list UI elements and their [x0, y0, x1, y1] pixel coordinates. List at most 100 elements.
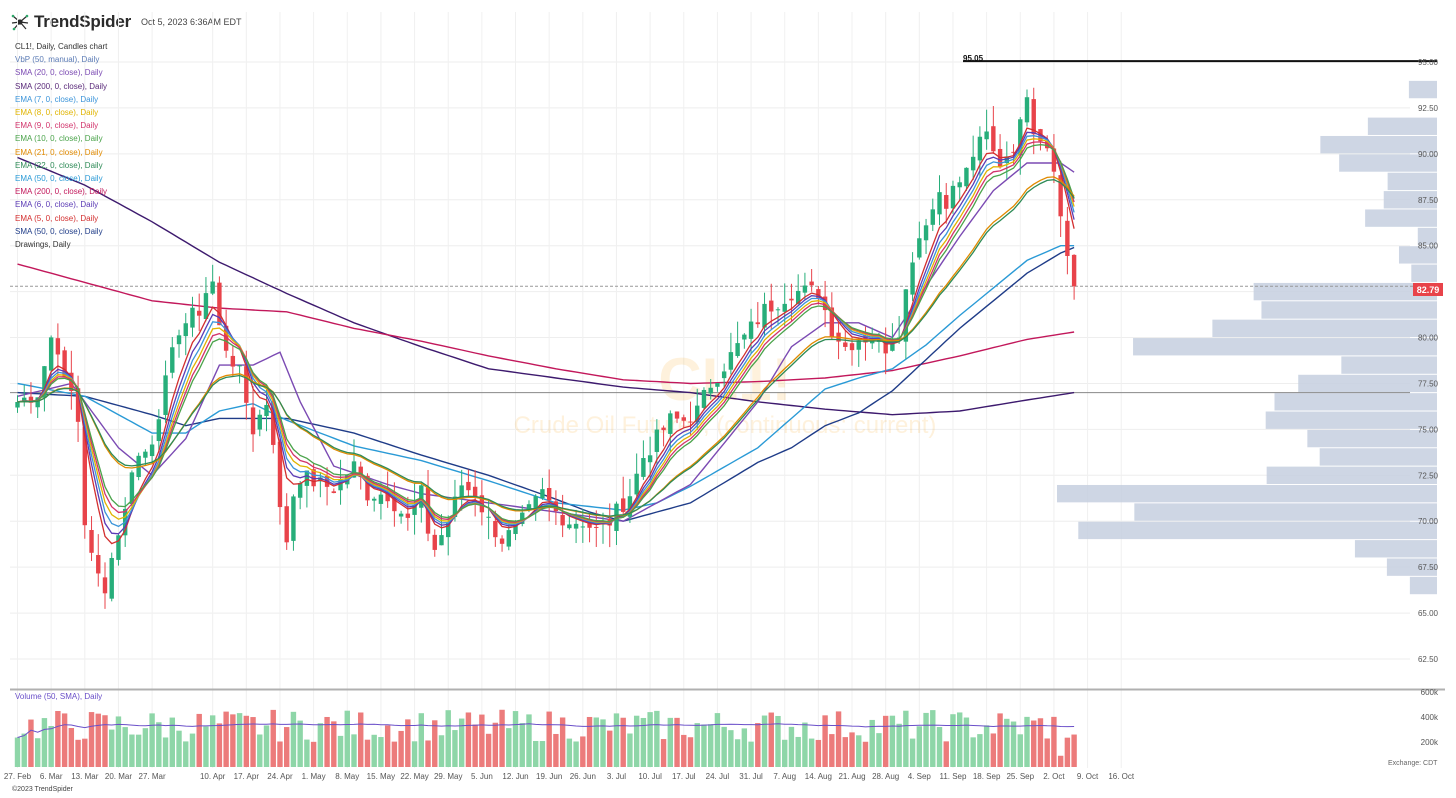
- legend-item[interactable]: EMA (7, 0, close), Daily: [15, 94, 99, 104]
- volume-bar: [930, 710, 936, 767]
- volume-bar: [1010, 721, 1017, 767]
- candle-body: [688, 421, 693, 423]
- candle-body: [28, 396, 34, 403]
- legend-item[interactable]: EMA (5, 0, close), Daily: [15, 213, 99, 223]
- volume-bar: [452, 730, 458, 767]
- candle-body: [520, 512, 525, 524]
- legend-item[interactable]: SMA (20, 0, close), Daily: [15, 68, 103, 78]
- date-tick-label: 28. Aug: [872, 772, 899, 781]
- legend-item[interactable]: EMA (10, 0, close), Daily: [15, 134, 103, 144]
- date-tick-label: 26. Jun: [570, 772, 596, 781]
- volume-bar: [654, 710, 660, 767]
- volume-bar: [317, 723, 324, 767]
- vbp-bar: [1408, 80, 1437, 99]
- date-tick-label: 29. May: [434, 772, 462, 781]
- legend-item[interactable]: EMA (21, 0, close), Daily: [15, 147, 103, 157]
- candle-body: [499, 538, 505, 544]
- legend-item[interactable]: EMA (6, 0, close), Daily: [15, 200, 99, 210]
- volume-bar: [822, 715, 828, 767]
- date-axis: 27. Feb 6. Mar 13. Mar 20. Mar 27. Mar 10. Ap…: [4, 772, 1135, 781]
- candle-body: [371, 498, 377, 501]
- date-tick-label: 25. Sep: [1006, 772, 1034, 781]
- date-tick-label: 15. May: [367, 772, 395, 781]
- volume-bar: [61, 713, 68, 767]
- volume-bar: [243, 715, 250, 767]
- copyright: ©2023 TrendSpider: [12, 786, 73, 793]
- legend-item[interactable]: EMA (50, 0, close), Daily: [15, 174, 103, 184]
- volume-bar: [667, 717, 674, 767]
- legend-item[interactable]: EMA (8, 0, close), Daily: [15, 108, 99, 118]
- legend-item[interactable]: EMA (200, 0, close), Daily: [15, 187, 108, 197]
- volume-bar: [734, 739, 741, 767]
- volume-bar: [815, 739, 822, 767]
- price-axis: 62.50 65.00 67.50 70.00 72.50 75.00 77.50 80.00…: [1418, 58, 1439, 664]
- vbp-bar: [1253, 282, 1437, 301]
- vbp-bar: [1134, 503, 1437, 521]
- candle-body: [506, 530, 511, 547]
- candle-body: [634, 473, 639, 495]
- volume-bar: [808, 738, 815, 767]
- volume-bar: [284, 727, 290, 767]
- ema-22-line: [17, 179, 1075, 517]
- volume-bar: [458, 718, 465, 767]
- candle-body: [257, 414, 262, 430]
- volume-bar: [768, 712, 774, 767]
- volume-bar: [788, 726, 795, 767]
- volume-bar: [775, 715, 781, 767]
- legend-item[interactable]: VbP (50, manual), Daily: [15, 55, 100, 65]
- date-tick-label: 1. May: [302, 772, 326, 781]
- app-header: TrendSpider Oct 5, 2023 6:36AM EDT: [10, 8, 242, 36]
- legend-item[interactable]: SMA (50, 0, close), Daily: [15, 226, 103, 236]
- volume-bar: [1024, 716, 1030, 767]
- date-tick-label: 11. Sep: [939, 772, 967, 781]
- price-tick-label: 92.50: [1418, 104, 1439, 113]
- volume-bar: [304, 739, 310, 767]
- volume-bar: [169, 717, 175, 767]
- candle-body: [237, 365, 242, 367]
- volume-bar: [479, 714, 485, 767]
- candle-body: [170, 347, 175, 373]
- volume-bar: [802, 722, 808, 767]
- volume-bar: [613, 713, 620, 767]
- date-tick-label: 24. Jul: [706, 772, 730, 781]
- candle-body: [950, 185, 956, 209]
- volume-bar: [580, 736, 586, 767]
- volume-bar: [997, 713, 1003, 767]
- price-tick-label: 62.50: [1418, 655, 1439, 664]
- legend-item[interactable]: EMA (9, 0, close), Daily: [15, 121, 99, 131]
- candle-body: [668, 413, 673, 434]
- candle-body: [291, 496, 296, 541]
- volume-bar: [122, 727, 128, 767]
- resistance-label: 95.05: [963, 54, 984, 63]
- candle-body: [1031, 99, 1036, 135]
- volume-bar: [506, 728, 512, 767]
- volume-bar: [882, 715, 889, 767]
- volume-bar: [203, 726, 209, 767]
- legend-title: CL1!, Daily, Candles chart: [15, 42, 108, 51]
- vbp-bar: [1133, 338, 1437, 356]
- ema-21-line: [17, 176, 1075, 518]
- price-tick-label: 95.00: [1418, 58, 1439, 67]
- candle-body: [573, 523, 579, 529]
- candle-body: [190, 307, 195, 328]
- candle-body: [546, 487, 552, 501]
- volume-bar: [795, 736, 801, 767]
- candle-body: [802, 285, 808, 293]
- candle-body: [641, 458, 646, 477]
- volume-bar: [405, 719, 411, 767]
- vbp-bar: [1265, 411, 1437, 429]
- candle-body: [795, 290, 801, 304]
- candle-body: [930, 209, 935, 225]
- candle-body: [385, 492, 390, 502]
- candle-body: [472, 486, 478, 499]
- legend-item[interactable]: SMA (200, 0, close), Daily: [15, 81, 108, 91]
- volume-bar: [1017, 734, 1023, 767]
- volume-bar: [835, 711, 842, 767]
- legend-item[interactable]: EMA (22, 0, close), Daily: [15, 160, 103, 170]
- legend-item[interactable]: Drawings, Daily: [15, 240, 71, 250]
- volume-bar: [990, 733, 997, 767]
- candle-body: [116, 535, 121, 560]
- candle-body: [102, 577, 108, 594]
- price-tick-label: 65.00: [1418, 609, 1439, 618]
